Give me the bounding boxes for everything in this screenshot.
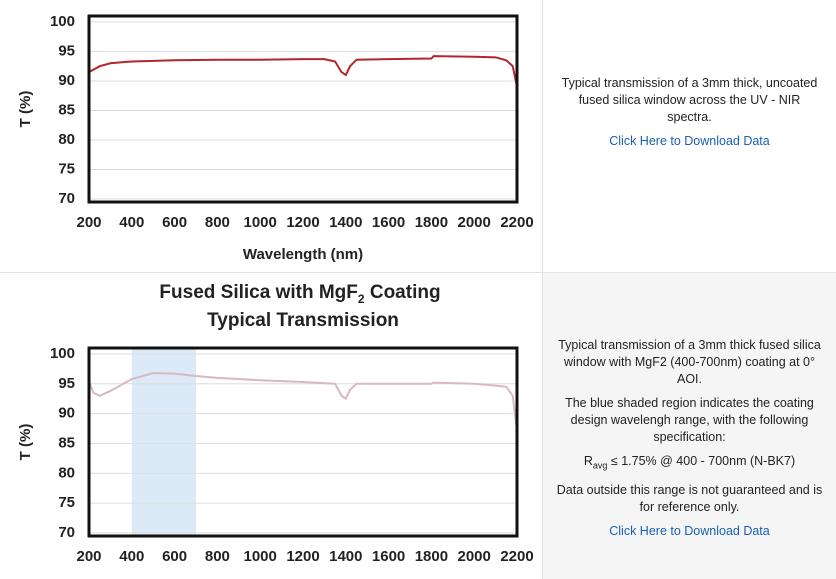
data-line (88, 372, 518, 432)
x-tick-label: 1000 (244, 214, 277, 231)
y-tick-label: 80 (58, 131, 75, 148)
y-tick-label: 75 (58, 160, 75, 177)
x-tick-label: 400 (119, 548, 144, 565)
plot-frame (87, 346, 519, 538)
note: Data outside this range is not guarantee… (556, 482, 823, 514)
row-bg (543, 273, 836, 579)
x-tick-label: 1200 (286, 548, 319, 565)
x-tick-label: 1200 (286, 214, 319, 231)
y-tick-label: 70 (58, 524, 75, 541)
y-tick-label: 95 (58, 375, 75, 392)
chart-title: Fused Silica with MgF2 Coating (159, 282, 440, 306)
download-link[interactable]: Click Here to Download Data (609, 134, 770, 148)
x-tick-label: 1400 (329, 548, 362, 565)
description: The blue shaded region indicates the coa… (565, 396, 814, 444)
x-tick-label: 1000 (244, 548, 277, 565)
x-tick-label: 800 (205, 548, 230, 565)
y-tick-label: 85 (58, 434, 75, 451)
shaded-region (131, 348, 196, 536)
y-axis-label: T (%) (17, 91, 34, 128)
x-tick-label: 2200 (500, 548, 533, 565)
title-rest: Coating (365, 282, 441, 303)
plot-frame (87, 14, 519, 204)
title-main: Fused Silica with MgF (159, 282, 357, 303)
y-tick-label: 90 (58, 72, 75, 89)
description: Typical transmission of a 3mm thick, unc… (561, 76, 818, 124)
chart-subtitle: Typical Transmission (207, 310, 399, 331)
x-tick-label: 400 (119, 214, 144, 231)
y-tick-label: 90 (58, 405, 75, 422)
y-axis-label: T (%) (17, 424, 34, 461)
x-tick-label: 1600 (372, 214, 405, 231)
spec-main: R (583, 454, 593, 468)
x-tick-label: 1600 (372, 548, 405, 565)
x-tick-label: 1400 (329, 214, 362, 231)
divider (542, 0, 543, 579)
panel: Typical transmission of a 3mm thick, unc… (543, 75, 836, 150)
y-tick-label: 95 (58, 42, 75, 59)
y-tick-label: 100 (50, 13, 75, 30)
spec: Ravg ≤ 1.75% @ 400 - 700nm (N-BK7) (555, 453, 824, 475)
x-tick-label: 1800 (415, 214, 448, 231)
x-tick-label: 2000 (458, 214, 491, 231)
x-axis-label: Wavelength (nm) (243, 246, 363, 263)
x-tick-label: 2000 (458, 548, 491, 565)
x-tick-label: 2200 (500, 214, 533, 231)
download-link[interactable]: Click Here to Download Data (609, 523, 770, 538)
x-tick-label: 600 (162, 214, 187, 231)
description: Typical transmission of a 3mm thick fuse… (558, 338, 821, 386)
x-tick-label: 200 (76, 214, 101, 231)
x-tick-label: 800 (205, 214, 230, 231)
divider (0, 272, 836, 273)
title-sub: 2 (358, 292, 365, 306)
spec-sub: avg (592, 460, 608, 471)
x-tick-label: 200 (76, 548, 101, 565)
y-tick-label: 85 (58, 101, 75, 118)
panel: Typical transmission of a 3mm thick fuse… (543, 337, 836, 540)
charts: Fused Silica with MgF2 Coating Typical T… (17, 13, 534, 565)
y-tick-label: 75 (58, 494, 75, 511)
x-tick-label: 600 (162, 548, 187, 565)
y-tick-label: 100 (50, 345, 75, 362)
data-line (88, 55, 518, 88)
y-tick-label: 80 (58, 464, 75, 481)
y-tick-label: 70 (58, 190, 75, 207)
spec-rest: ≤ 1.75% @ 400 - 700nm (N-BK7) (607, 454, 796, 468)
x-tick-label: 1800 (415, 548, 448, 565)
